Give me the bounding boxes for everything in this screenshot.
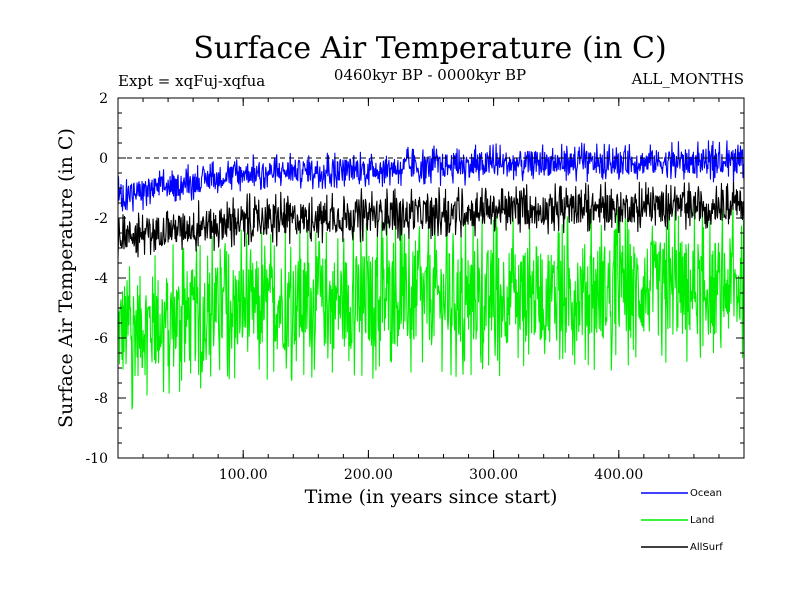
x-tick-label: 200.00 [344,467,393,483]
plot-axes [117,97,745,459]
y-tick-label: -8 [94,391,108,407]
y-axis-label: Surface Air Temperature (in C) [55,128,77,428]
months-label: ALL_MONTHS [631,70,744,88]
plot-series [117,140,745,410]
x-axis-label: Time (in years since start) [305,486,558,508]
tick-labels: -10 -8 -6 -4 -2 0 2 100.00 200.00 300.00 400.00 [85,91,643,483]
x-tick-label: 300.00 [469,467,518,483]
series-allsurf [117,178,745,259]
y-tick-label: -2 [94,211,108,227]
legend-label-allsurf: AllSurf [690,542,723,553]
y-tick-label: -6 [94,331,108,347]
legend-label-land: Land [690,515,714,526]
y-tick-label: -4 [94,271,108,287]
y-tick-label: 2 [99,91,108,107]
chart-title: Surface Air Temperature (in C) [193,31,666,66]
legend: Ocean Land AllSurf [641,488,723,553]
experiment-label: Expt = xqFuj-xqfua [118,72,265,90]
y-tick-label: 0 [99,151,108,167]
x-tick-label: 400.00 [594,467,643,483]
y-tick-label: -10 [85,451,108,467]
x-tick-label: 100.00 [219,467,268,483]
legend-label-ocean: Ocean [690,488,722,499]
period-label: 0460kyr BP - 0000kyr BP [334,66,526,84]
series-land [117,206,745,410]
series-ocean [117,140,745,212]
